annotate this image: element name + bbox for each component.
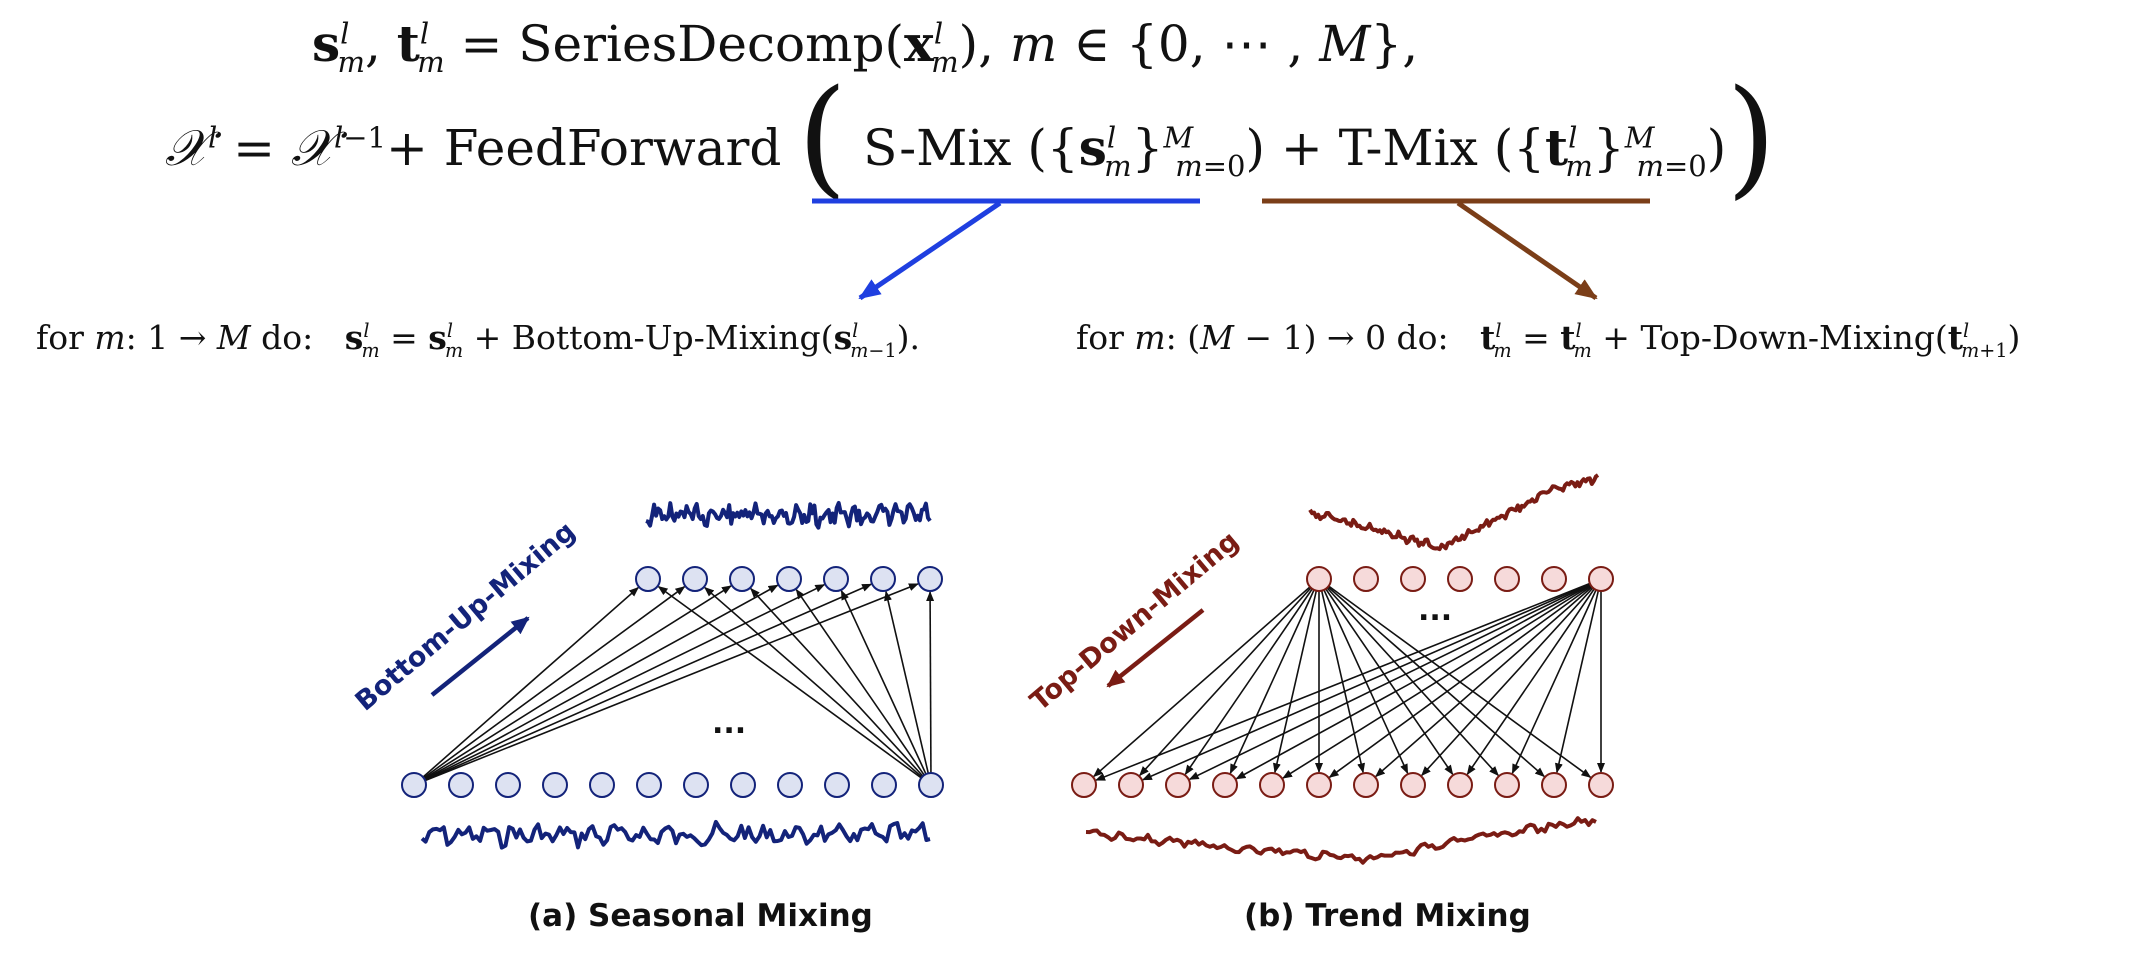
trend-edge xyxy=(1318,578,1409,775)
seasonal-bottom-series xyxy=(420,819,931,850)
trend-edge xyxy=(1511,578,1602,775)
trend-bottom-node xyxy=(1541,772,1567,798)
seasonal-top-node xyxy=(635,566,661,592)
trend-edge xyxy=(1188,578,1602,781)
trend-edge xyxy=(1272,578,1320,774)
seasonal-top-node xyxy=(682,566,708,592)
seasonal-edge xyxy=(413,583,873,786)
caption-seasonal-mixing: (a) Seasonal Mixing xyxy=(528,898,873,934)
seasonal-bottom-node xyxy=(542,772,568,798)
trend-top-node xyxy=(1588,566,1614,592)
seasonal-bottom-node xyxy=(918,772,944,798)
trend-mixing-diagram xyxy=(1071,473,1614,865)
seasonal-bottom-node xyxy=(636,772,662,798)
seasonal-top-node xyxy=(917,566,943,592)
top-down-label-group: Top-Down-Mixing xyxy=(1025,525,1245,717)
seasonal-edge xyxy=(413,584,779,786)
seasonal-edge xyxy=(413,586,639,786)
caption-trend-mixing: (b) Trend Mixing xyxy=(1244,898,1531,934)
top-down-mixing-label: Top-Down-Mixing xyxy=(1025,525,1245,717)
trend-bottom-node xyxy=(1118,772,1144,798)
seasonal-top-node xyxy=(776,566,802,592)
trend-bottom-node xyxy=(1353,772,1379,798)
trend-edge xyxy=(1318,578,1366,774)
t-mix-arrow xyxy=(1456,200,1598,301)
bottom-up-equation: for m: 1 → M do: slm = slm + Bottom-Up-M… xyxy=(36,318,920,362)
seasonal-edge xyxy=(413,583,826,786)
seasonal-bottom-node xyxy=(683,772,709,798)
decomposition-equation: slm, tlm = SeriesDecomp(xlm), m ∈ {0, ⋯ … xyxy=(312,14,1419,79)
seasonal-edge xyxy=(795,588,932,786)
trend-bottom-node xyxy=(1306,772,1332,798)
trend-top-node xyxy=(1353,566,1379,592)
seasonal-bottom-node xyxy=(589,772,615,798)
seasonal-top-node xyxy=(729,566,755,592)
trend-bottom-node xyxy=(1588,772,1614,798)
trend-edge xyxy=(1141,578,1602,781)
trend-edge xyxy=(1229,578,1320,775)
seasonal-edge xyxy=(926,590,935,786)
seasonal-edge xyxy=(840,589,932,786)
seasonal-mixing-diagram xyxy=(401,501,944,850)
seasonal-top-node xyxy=(870,566,896,592)
seasonal-edge xyxy=(413,586,686,786)
trend-top-node xyxy=(1306,566,1332,592)
seasonal-bottom-node xyxy=(824,772,850,798)
seasonal-edge xyxy=(704,586,932,786)
trend-top-node xyxy=(1447,566,1473,592)
trend-bottom-node xyxy=(1212,772,1238,798)
trend-edge xyxy=(1184,578,1320,776)
seasonal-edge xyxy=(750,587,932,786)
seasonal-bottom-node xyxy=(871,772,897,798)
update-equation: 𝒳l = 𝒳l−1+ FeedForward ( S-Mix ({slm}Mm=… xyxy=(165,63,1777,212)
trend-edge xyxy=(1466,578,1602,776)
trend-bottom-node xyxy=(1165,772,1191,798)
trend-edge xyxy=(1318,578,1499,777)
seasonal-edge xyxy=(884,590,932,786)
trend-ellipsis: ... xyxy=(1418,593,1452,628)
trend-edge xyxy=(1554,578,1602,774)
seasonal-bottom-node xyxy=(401,772,427,798)
seasonal-edge xyxy=(413,585,732,786)
trend-bottom-node xyxy=(1400,772,1426,798)
trend-top-series xyxy=(1308,473,1600,552)
s-mix-arrow xyxy=(858,200,1002,301)
trend-edge xyxy=(1318,578,1454,776)
trend-bottom-series xyxy=(1085,816,1597,865)
seasonal-bottom-node xyxy=(495,772,521,798)
seasonal-top-series xyxy=(645,501,932,530)
trend-edge xyxy=(1421,578,1602,777)
trend-bottom-node xyxy=(1447,772,1473,798)
seasonal-bottom-node xyxy=(730,772,756,798)
trend-edge xyxy=(1139,578,1320,777)
trend-edge xyxy=(1318,578,1592,778)
trend-edge xyxy=(1328,578,1602,778)
trend-top-node xyxy=(1541,566,1567,592)
trend-bottom-node xyxy=(1494,772,1520,798)
seasonal-bottom-node xyxy=(777,772,803,798)
trend-edge xyxy=(1093,578,1320,778)
seasonal-edge xyxy=(657,586,932,786)
seasonal-edge xyxy=(413,583,919,786)
seasonal-ellipsis: ... xyxy=(712,706,746,741)
trend-edge xyxy=(1282,578,1602,779)
top-down-arrow xyxy=(1106,608,1205,688)
trend-top-node xyxy=(1494,566,1520,592)
trend-edge xyxy=(1375,578,1602,778)
seasonal-top-node xyxy=(823,566,849,592)
trend-bottom-node xyxy=(1259,772,1285,798)
trend-edge xyxy=(1095,578,1602,781)
seasonal-bottom-node xyxy=(448,772,474,798)
bottom-up-arrow xyxy=(430,616,530,697)
trend-bottom-node xyxy=(1071,772,1097,798)
top-down-equation: for m: (M − 1) → 0 do: tlm = tlm + Top-D… xyxy=(1076,318,2021,362)
trend-top-node xyxy=(1400,566,1426,592)
trend-edge xyxy=(1318,578,1545,778)
trend-edge xyxy=(1235,578,1602,780)
